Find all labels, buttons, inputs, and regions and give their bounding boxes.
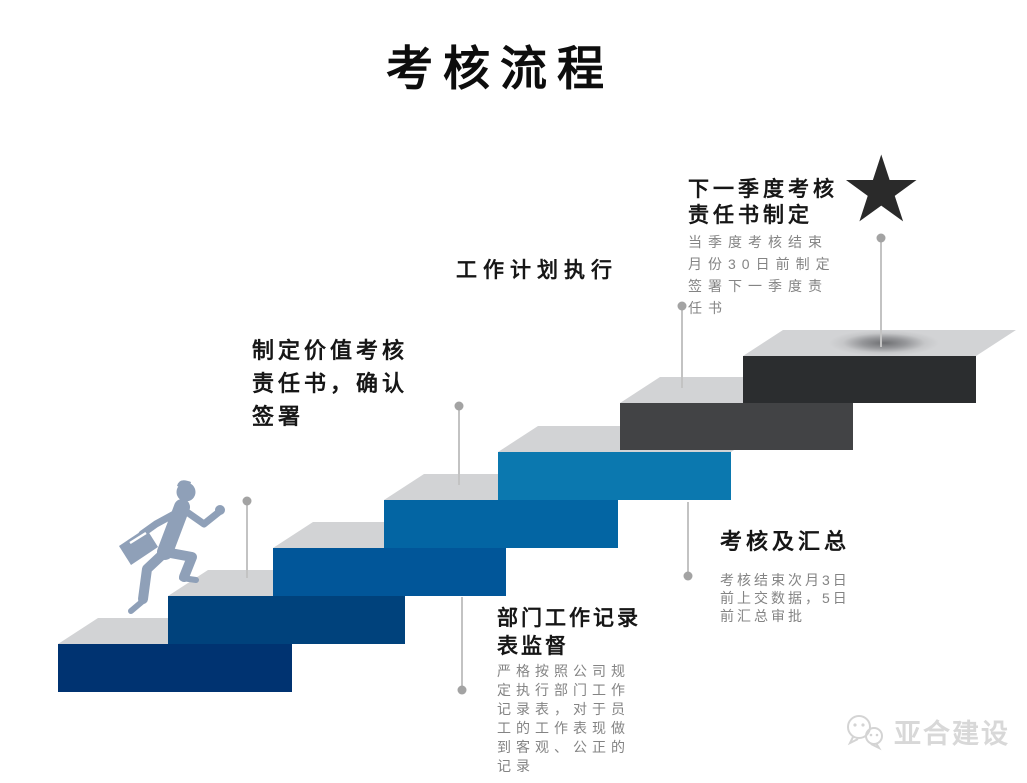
step-label-plan-execution: 工作计划执行 bbox=[456, 259, 618, 282]
star-icon: ★ bbox=[840, 139, 923, 241]
connector-lines bbox=[246, 242, 882, 686]
wechat-eye-2 bbox=[861, 722, 865, 727]
wechat-eye-3 bbox=[869, 733, 873, 736]
wechat-bubble-tail-right bbox=[870, 741, 882, 750]
stair-step-front-5 bbox=[498, 452, 731, 500]
connector-dot-step1 bbox=[242, 496, 252, 506]
wechat-bubble-small bbox=[865, 726, 883, 745]
landing-spot-shadow bbox=[829, 330, 939, 356]
watermark-logo: 亚合建设 bbox=[843, 712, 1010, 751]
step-label-next-quarter: 下一季度考核 责任书制定 bbox=[688, 178, 838, 227]
connector-dot-step5 bbox=[677, 301, 687, 311]
connector-dot-step4 bbox=[683, 571, 693, 581]
figure-front-foot bbox=[179, 575, 199, 583]
step-label-sign-responsibility: 制定价值考核 责任书，确认 签署 bbox=[252, 338, 409, 429]
figure-hair bbox=[177, 480, 191, 490]
connector-dot-step3 bbox=[454, 401, 464, 411]
figure-back-foot bbox=[128, 597, 147, 614]
wechat-icon bbox=[847, 714, 883, 750]
figure-front-leg bbox=[160, 547, 197, 582]
connector-dots bbox=[242, 233, 886, 695]
wechat-eye-4 bbox=[875, 733, 879, 736]
figure-back-leg bbox=[138, 549, 168, 604]
connector-dot-star bbox=[876, 233, 886, 243]
stair-step-front-6 bbox=[620, 403, 853, 450]
step-description-next-quarter: 当季度考核结束 月份30日前制定 签署下一季度责 任书 bbox=[688, 234, 836, 316]
stair-step-front-3 bbox=[273, 548, 506, 596]
step-label-assessment-summary: 考核及汇总 bbox=[720, 529, 851, 554]
figure-front-arm bbox=[180, 506, 223, 528]
step-label-record-supervision: 部门工作记录 表监督 bbox=[497, 607, 641, 658]
watermark-logo-text: 亚合建设 bbox=[894, 719, 1010, 749]
stair-step-front-1 bbox=[58, 644, 292, 692]
wechat-eye-1 bbox=[853, 722, 857, 727]
briefcase-icon bbox=[119, 528, 158, 565]
stair-step-front-7 bbox=[743, 356, 976, 403]
connector-dot-step2 bbox=[457, 685, 467, 695]
briefcase-handle bbox=[129, 531, 147, 545]
wechat-bubble-large bbox=[847, 714, 871, 739]
businessman-icon bbox=[119, 480, 225, 614]
stair-step-front-2 bbox=[168, 596, 405, 644]
wechat-bubble-tail-left bbox=[847, 736, 859, 745]
stair-step-front-4 bbox=[384, 500, 618, 548]
businessman-body bbox=[128, 499, 223, 614]
page-title: 考核流程 bbox=[386, 42, 614, 95]
figure-fist bbox=[215, 505, 225, 515]
step-description-record-supervision: 严格按照公司规 定执行部门工作 记录表，对于员 工的工作表现做 到客观、公正的 … bbox=[497, 663, 630, 774]
step-description-assessment-summary: 考核结束次月3日 前上交数据，5日 前汇总审批 bbox=[720, 572, 850, 624]
